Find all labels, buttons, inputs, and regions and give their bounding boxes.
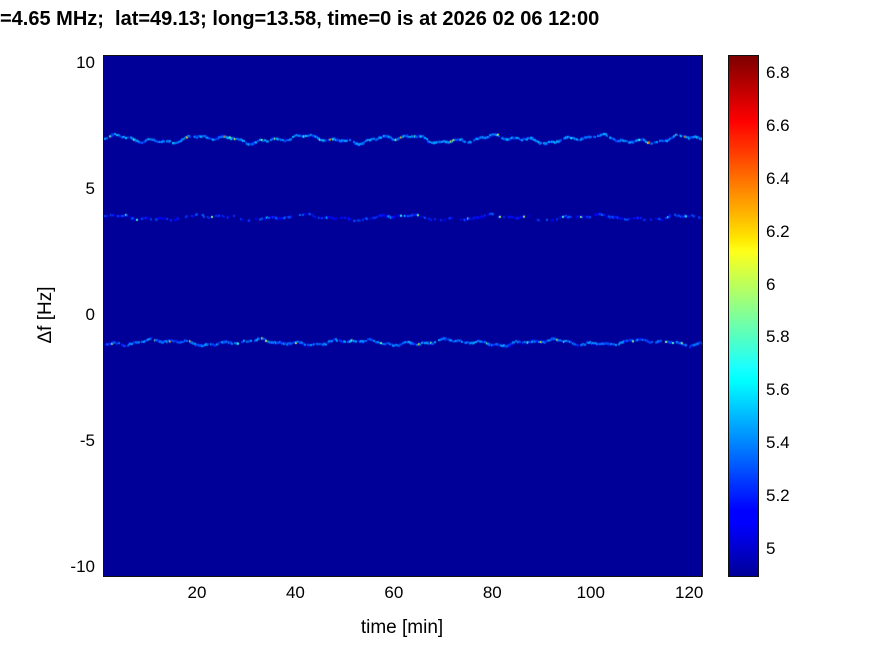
y-tick-label: -10 [70,557,95,577]
colorbar-tick-label: 5.2 [766,485,790,505]
colorbar-tick-label: 5.4 [766,433,790,453]
y-tick-label: 5 [85,178,95,198]
colorbar-tick-label: 6.4 [766,169,790,189]
colorbar [728,55,759,577]
x-tick-label: 80 [482,583,502,602]
x-tick-label: 40 [285,583,305,602]
colorbar-tick-label: 6.6 [766,116,790,136]
x-tick-label: 60 [384,583,404,602]
colorbar-tick-label: 5.8 [766,327,790,347]
plot-title: =4.65 MHz; lat=49.13; long=13.58, time=0… [0,8,600,30]
x-tick-label: 20 [187,583,207,602]
x-tick-label: 120 [675,583,704,602]
colorbar-tick-label: 6 [766,274,776,294]
colorbar-tick-label: 5 [766,538,776,558]
y-tick-label: 0 [85,305,95,324]
colorbar-tick-label: 6.2 [766,221,790,241]
y-tick-label: -5 [79,431,95,451]
colorbar-tick-label: 6.8 [766,63,790,83]
y-tick-label: 10 [76,52,95,72]
spectrogram-plot [103,55,703,577]
colorbar-tick-label: 5.6 [766,380,790,400]
x-tick-label: 100 [576,583,605,602]
y-axis-label: Δf [Hz] [35,286,56,344]
x-axis-label: time [min] [360,617,444,638]
